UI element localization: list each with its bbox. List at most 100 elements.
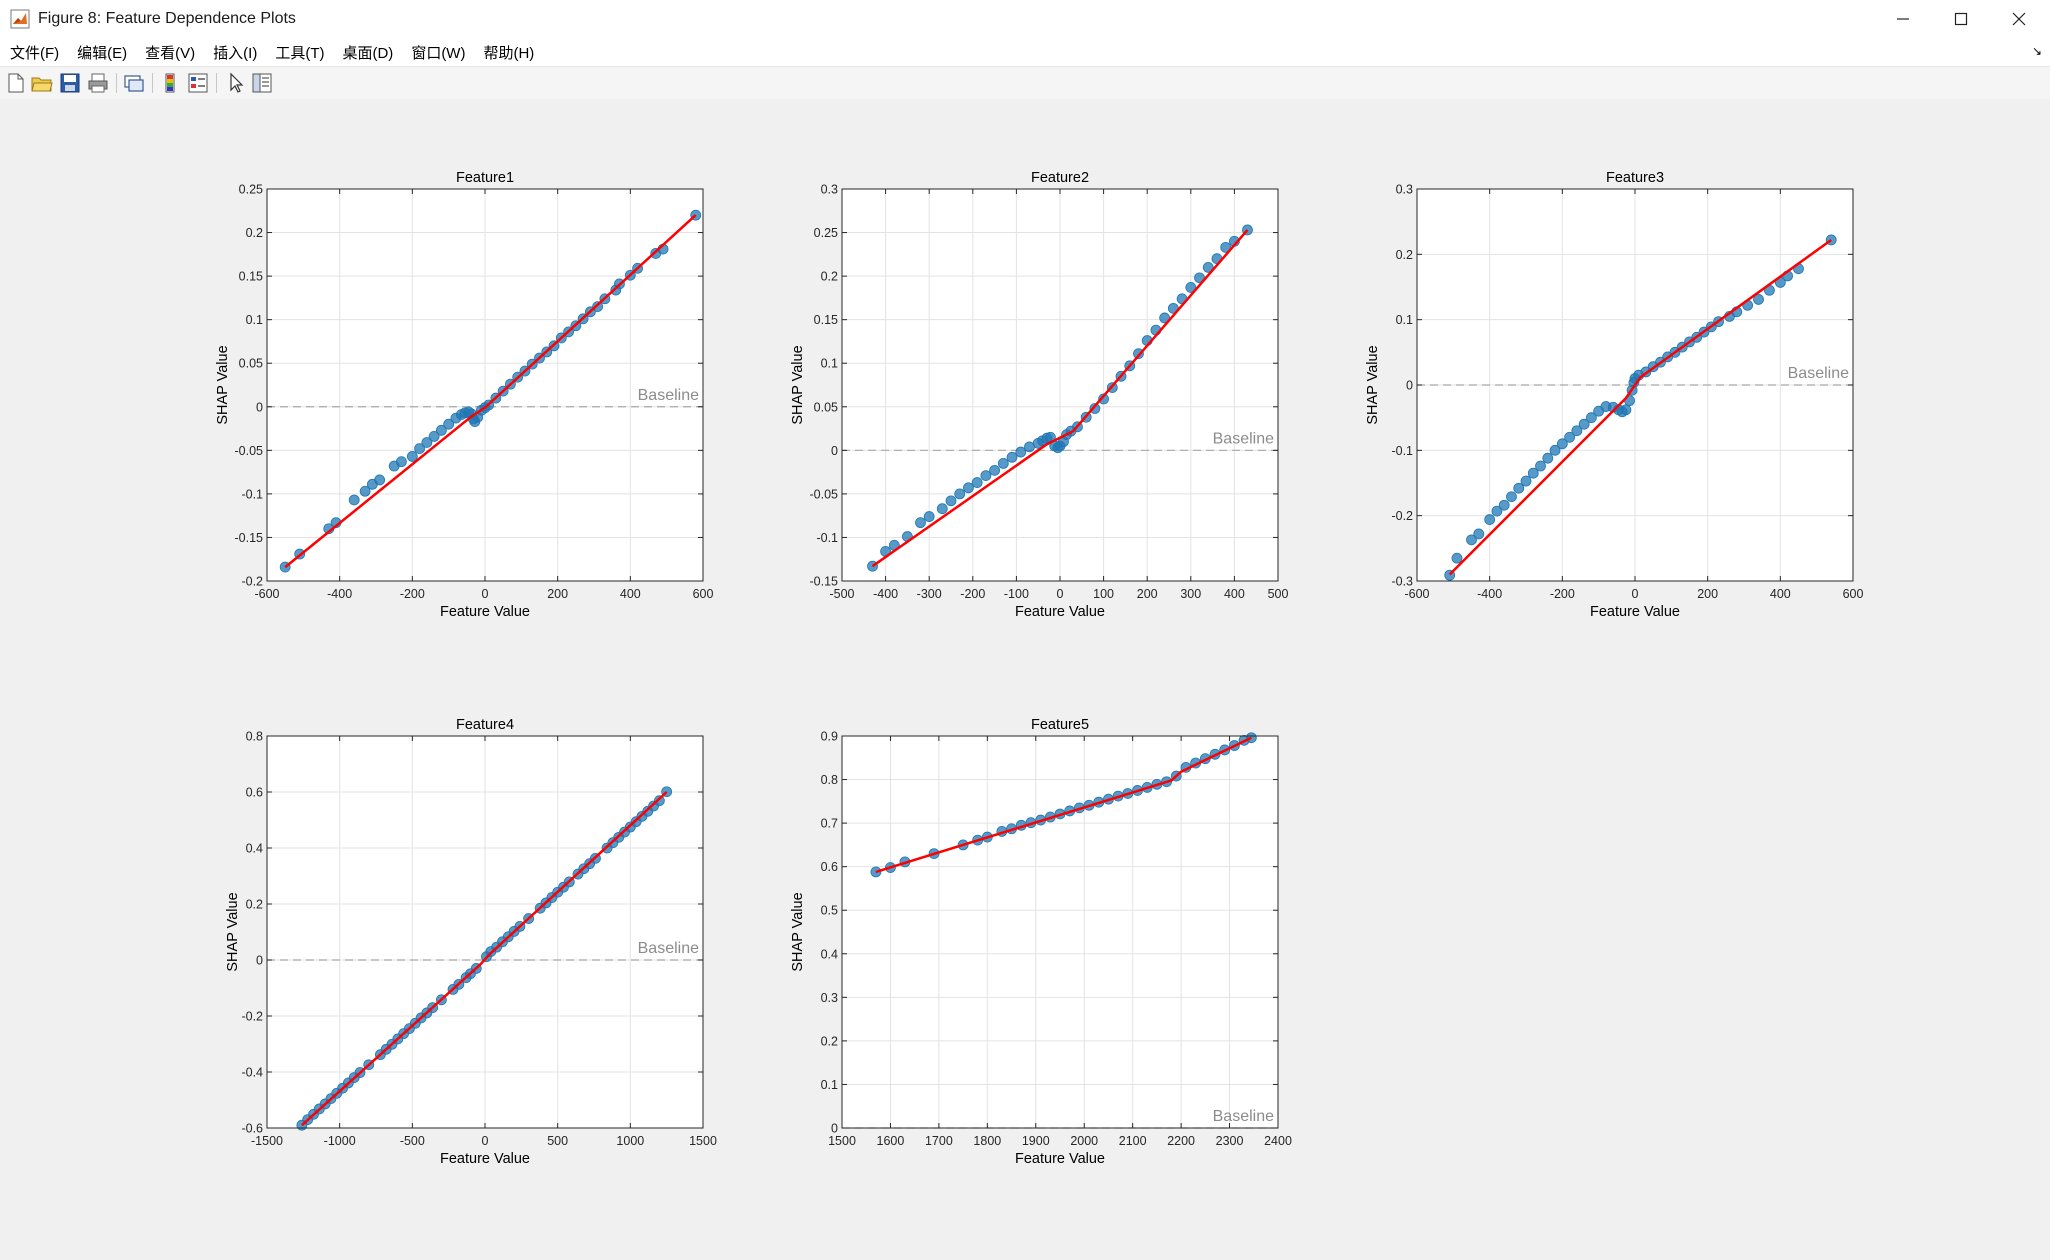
data-point — [980, 470, 992, 481]
axes-3[interactable]: Baseline -600 -400 -200 0 200 400 600 -0.3 -0.2 -0… — [1365, 170, 1863, 620]
x-tick-label: 400 — [620, 587, 641, 601]
fit-line — [871, 229, 1249, 568]
open-file-icon[interactable] — [30, 71, 54, 95]
data-point — [1542, 452, 1554, 464]
y-tick-label: 0.15 — [239, 270, 263, 284]
y-tick-label: -0.6 — [241, 1122, 263, 1136]
x-tick-label: -400 — [1477, 587, 1502, 601]
data-point — [989, 464, 1000, 476]
y-tick-label: 0.15 — [814, 313, 838, 327]
data-point — [1527, 467, 1539, 479]
x-tick-label: -600 — [1404, 587, 1429, 601]
x-tick-label: -300 — [917, 587, 942, 601]
x-tick-label: -100 — [1004, 587, 1029, 601]
menu-file[interactable]: 文件(F) — [10, 44, 60, 62]
menu-view[interactable]: 查看(V) — [145, 44, 196, 62]
data-point — [435, 424, 447, 436]
y-tick-label: -0.05 — [235, 444, 264, 458]
axes-background — [842, 736, 1278, 1128]
axes-2[interactable]: Baseline -500 -400 -300 -200 -100 0 100 200 300 40… — [790, 170, 1288, 620]
data-point — [1202, 261, 1214, 273]
data-point — [1578, 418, 1590, 430]
y-tick-label: -0.1 — [241, 487, 263, 501]
x-tick-label: 1900 — [1022, 1134, 1050, 1148]
menu-desktop[interactable]: 桌面(D) — [342, 44, 394, 62]
y-axis-label: SHAP Value — [1365, 345, 1381, 424]
data-point — [1185, 282, 1197, 293]
data-point — [1466, 534, 1477, 546]
x-tick-label: 0 — [1632, 587, 1639, 601]
edit-plot-icon[interactable] — [224, 71, 248, 95]
y-tick-label: 0.7 — [821, 817, 838, 831]
y-tick-label: -0.2 — [1391, 509, 1413, 523]
x-tick-label: -200 — [1550, 587, 1575, 601]
data-point — [1535, 460, 1546, 472]
new-figure-icon[interactable] — [4, 71, 28, 95]
x-tick-label: 1000 — [616, 1134, 644, 1148]
menu-insert[interactable]: 插入(I) — [213, 44, 258, 62]
maximize-button[interactable] — [1932, 0, 1990, 38]
x-tick-label: -1000 — [324, 1134, 356, 1148]
baseline-label: Baseline — [638, 387, 699, 404]
dock-figure-icon[interactable]: ↘ — [2031, 44, 2042, 58]
data-point — [1571, 425, 1583, 437]
y-tick-label: 0 — [256, 954, 263, 968]
x-tick-label: -400 — [327, 587, 352, 601]
data-point — [1484, 514, 1496, 525]
colorbar-icon[interactable] — [158, 71, 182, 95]
chart-title: Feature4 — [456, 717, 514, 733]
x-tick-label: -500 — [400, 1134, 425, 1148]
fit-line — [875, 736, 1252, 874]
x-axis-label: Feature Value — [440, 1151, 530, 1167]
close-button[interactable] — [1990, 0, 2048, 38]
data-point — [1513, 482, 1525, 494]
axes-5[interactable]: Baseline 1500 1600 1700 1800 1900 2000 2100 2200… — [790, 717, 1292, 1167]
y-tick-label: 0.3 — [1396, 183, 1413, 197]
x-tick-label: -400 — [873, 587, 898, 601]
y-tick-label: 0.05 — [239, 357, 263, 371]
y-tick-label: 0.25 — [239, 183, 263, 197]
minimize-button[interactable] — [1874, 0, 1932, 38]
y-tick-label: 0.05 — [814, 400, 838, 414]
menu-help[interactable]: 帮助(H) — [483, 44, 535, 62]
y-tick-label: 0.8 — [821, 773, 838, 787]
y-tick-label: -0.1 — [816, 531, 838, 545]
menu-edit[interactable]: 编辑(E) — [77, 44, 128, 62]
x-tick-label: -200 — [960, 587, 985, 601]
y-axis-label: SHAP Value — [790, 345, 806, 424]
chart-title: Feature5 — [1031, 717, 1089, 733]
menu-tools[interactable]: 工具(T) — [275, 44, 325, 62]
figure-toolbar — [0, 66, 2050, 100]
link-plot-icon[interactable] — [122, 71, 146, 95]
x-tick-label: 500 — [547, 1134, 568, 1148]
y-tick-label: 0.9 — [821, 730, 838, 744]
axes-4[interactable]: Baseline -1500 -1000 -500 0 500 1000 1500 -0.6 -0… — [225, 717, 717, 1167]
y-tick-label: 0.4 — [246, 842, 263, 856]
menu-window[interactable]: 窗口(W) — [411, 44, 466, 62]
print-icon[interactable] — [86, 71, 110, 95]
data-point — [936, 503, 948, 515]
fit-line — [284, 214, 697, 569]
y-tick-label: 0.8 — [246, 730, 263, 744]
x-tick-label: -200 — [400, 587, 425, 601]
legend-icon[interactable] — [186, 71, 210, 95]
axes-box — [841, 735, 1279, 1129]
title-bar: Figure 8: Feature Dependence Plots — [0, 0, 2050, 38]
data-point — [1520, 475, 1532, 487]
x-tick-label: 200 — [547, 587, 568, 601]
x-tick-label: 100 — [1093, 587, 1114, 601]
axes-1[interactable]: Baseline -600 -400 -200 0 200 400 600 -0.2 -0.15 -… — [215, 170, 713, 620]
chart-title: Feature1 — [456, 170, 514, 186]
y-tick-label: 0 — [831, 444, 838, 458]
x-tick-label: 2000 — [1070, 1134, 1098, 1148]
data-point — [963, 482, 974, 494]
x-tick-label: 600 — [1843, 587, 1864, 601]
data-point — [945, 495, 957, 507]
x-tick-label: 1500 — [828, 1134, 856, 1148]
property-inspector-icon[interactable] — [250, 71, 274, 95]
y-axis-label: SHAP Value — [225, 892, 241, 971]
y-tick-label: 0 — [256, 400, 263, 414]
data-point — [1498, 499, 1510, 511]
save-icon[interactable] — [58, 71, 82, 95]
x-tick-label: 2300 — [1216, 1134, 1244, 1148]
